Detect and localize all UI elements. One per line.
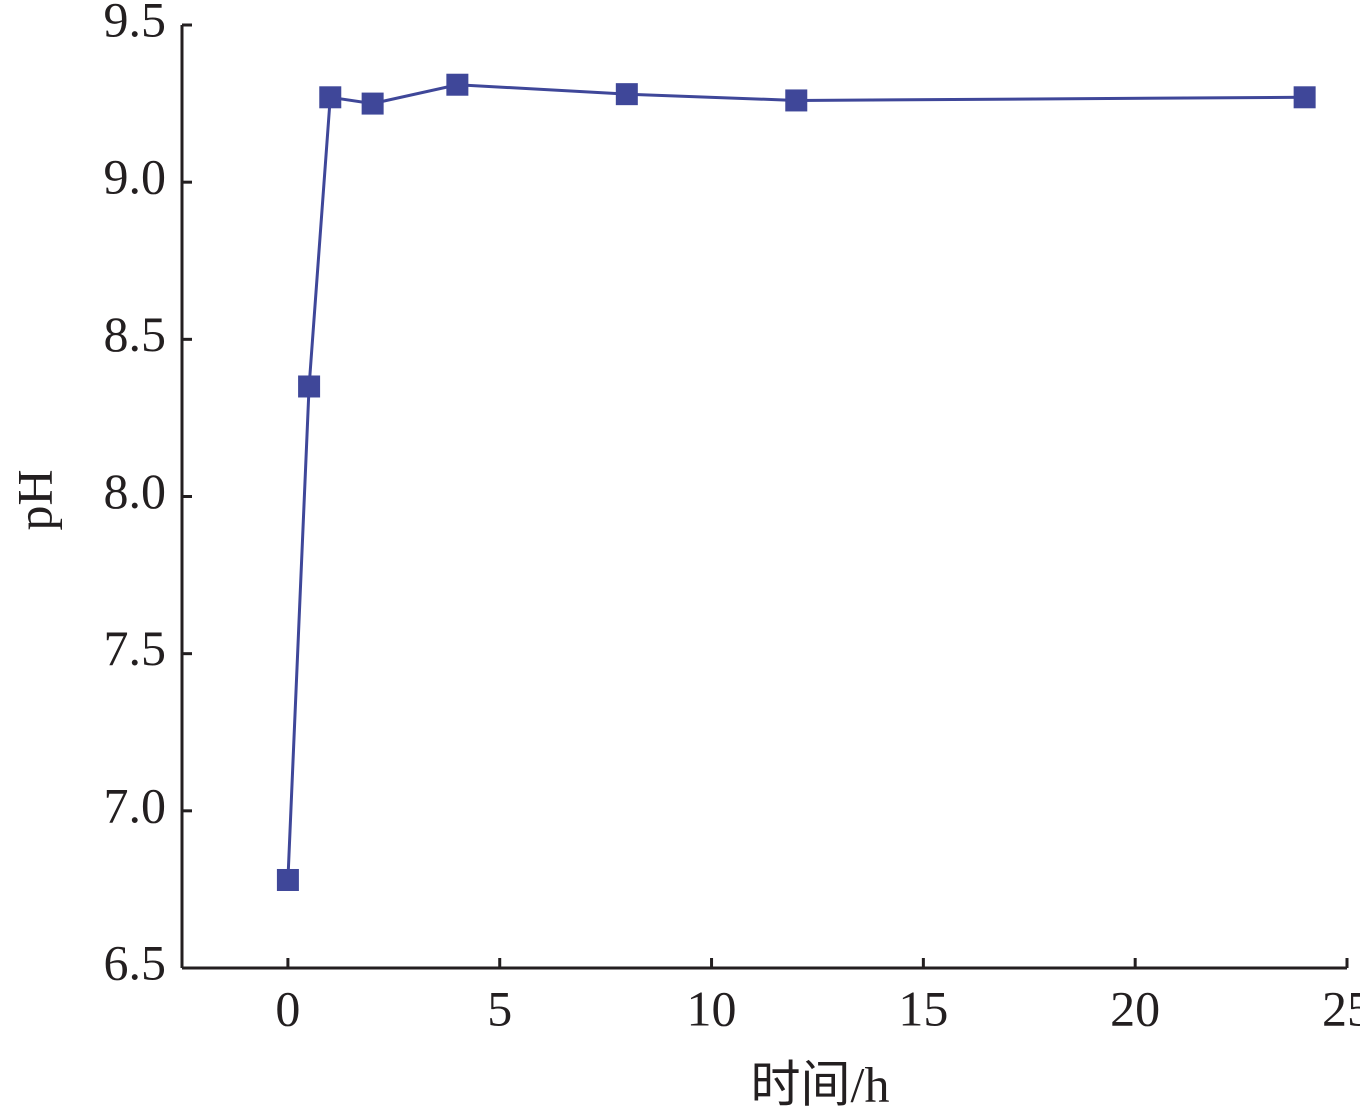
x-tick-label: 10: [687, 980, 737, 1036]
x-tick-label: 15: [898, 980, 948, 1036]
y-tick-label: 9.0: [104, 149, 167, 205]
series-line: [286, 83, 1305, 881]
x-tick-label: 25: [1322, 980, 1360, 1036]
y-tick-label: 7.0: [104, 777, 167, 833]
y-tick-label: 7.5: [104, 620, 167, 676]
marker: [1293, 86, 1316, 109]
x-tick-label: 5: [487, 980, 512, 1036]
marker: [298, 375, 321, 398]
y-tick-label: 8.5: [104, 306, 167, 362]
y-tick-label: 8.0: [104, 463, 167, 519]
x-axis-title: 时间/h: [751, 1056, 890, 1112]
x-tick-label: 20: [1110, 980, 1160, 1036]
y-axis-title: pH: [6, 469, 62, 530]
marker: [361, 92, 384, 115]
marker: [615, 83, 638, 106]
y-tick-label: 6.5: [104, 934, 167, 990]
x-tick-label: 0: [275, 980, 300, 1036]
marker: [276, 868, 299, 891]
y-tick-label: 9.5: [104, 0, 167, 47]
marker: [446, 73, 469, 96]
marker: [319, 86, 342, 109]
marker: [785, 89, 808, 112]
